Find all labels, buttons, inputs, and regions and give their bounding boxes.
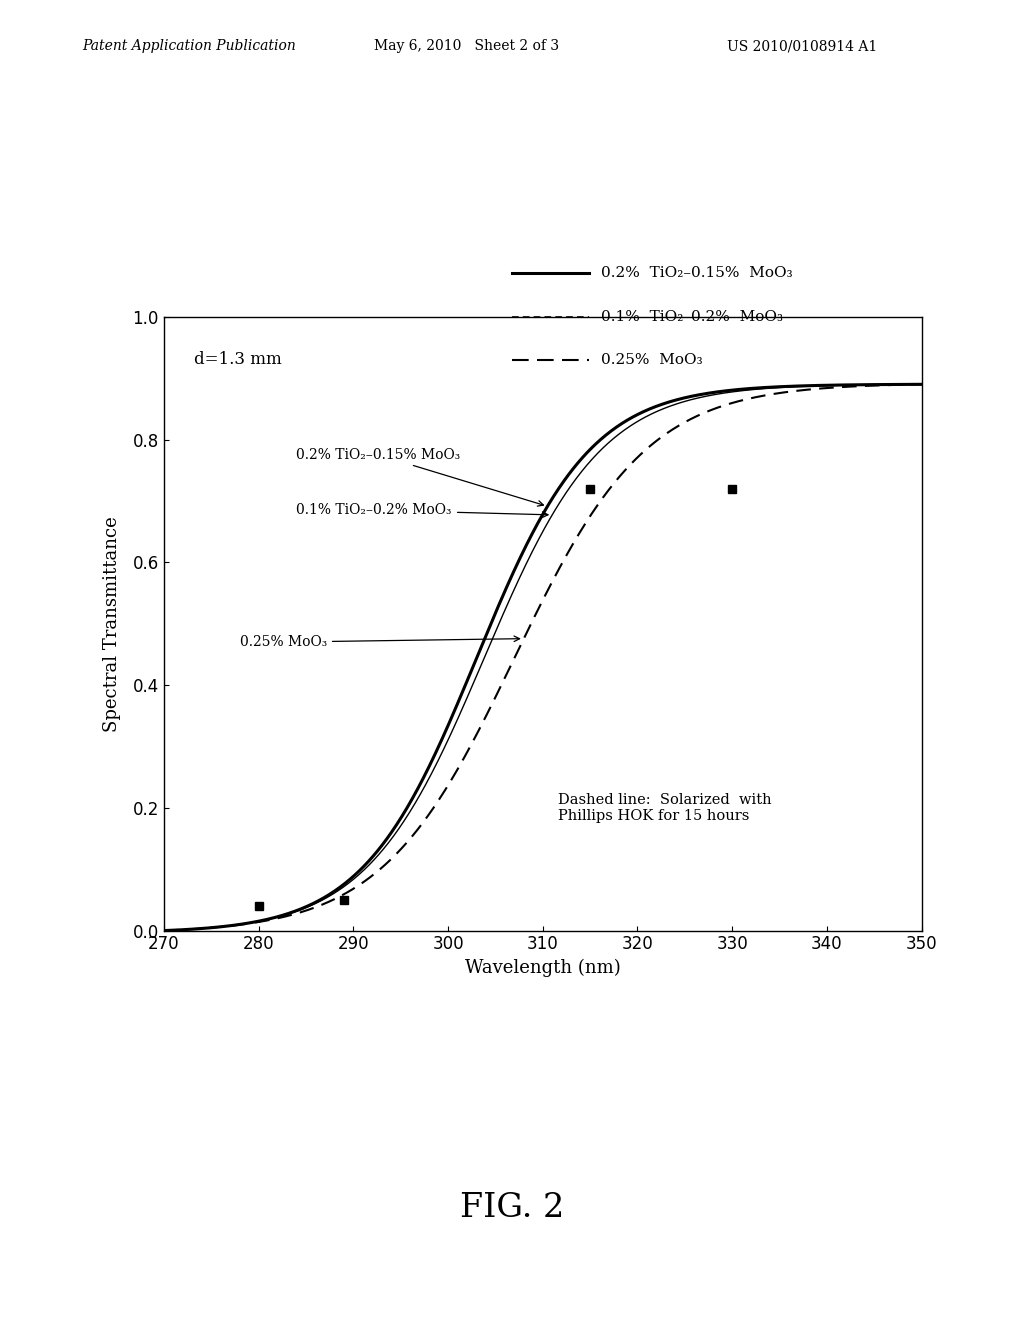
- Text: 0.25% MoO₃: 0.25% MoO₃: [240, 635, 519, 649]
- Text: Patent Application Publication: Patent Application Publication: [82, 40, 296, 53]
- Text: FIG. 2: FIG. 2: [460, 1192, 564, 1224]
- Text: 0.2%  TiO₂–0.15%  MoO₃: 0.2% TiO₂–0.15% MoO₃: [601, 267, 793, 280]
- X-axis label: Wavelength (nm): Wavelength (nm): [465, 960, 621, 977]
- Text: 0.1%  TiO₂–0.2%  MoO₃: 0.1% TiO₂–0.2% MoO₃: [601, 310, 783, 323]
- Text: May 6, 2010   Sheet 2 of 3: May 6, 2010 Sheet 2 of 3: [374, 40, 559, 53]
- Text: 0.25%  MoO₃: 0.25% MoO₃: [601, 354, 702, 367]
- Text: US 2010/0108914 A1: US 2010/0108914 A1: [727, 40, 878, 53]
- Text: Dashed line:  Solarized  with
Phillips HOK for 15 hours: Dashed line: Solarized with Phillips HOK…: [558, 793, 771, 822]
- Text: d=1.3 mm: d=1.3 mm: [195, 351, 282, 367]
- Text: 0.1% TiO₂–0.2% MoO₃: 0.1% TiO₂–0.2% MoO₃: [296, 503, 548, 517]
- Y-axis label: Spectral Transmittance: Spectral Transmittance: [103, 516, 122, 731]
- Text: 0.2% TiO₂–0.15% MoO₃: 0.2% TiO₂–0.15% MoO₃: [296, 447, 544, 506]
